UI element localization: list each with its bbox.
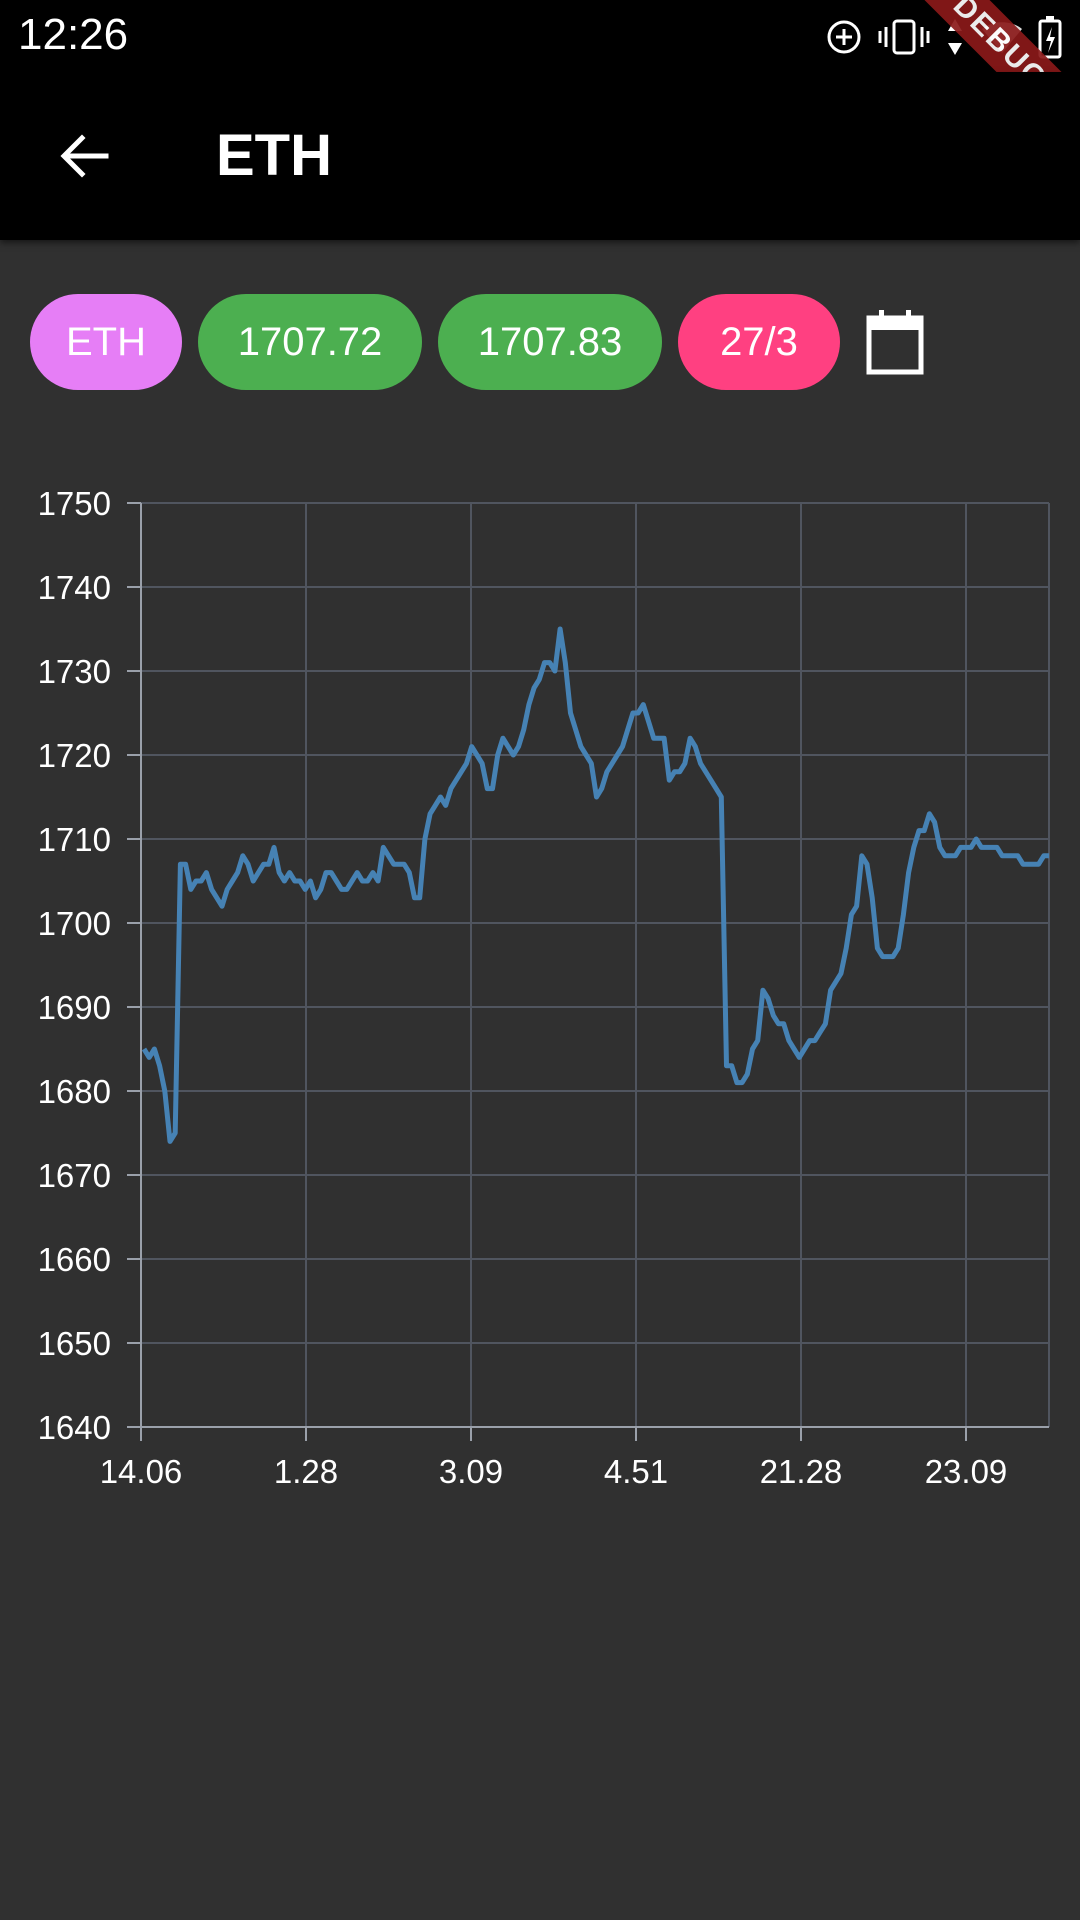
price-chip-2[interactable]: 1707.83 [438,294,662,390]
y-tick-label: 1690 [38,989,111,1026]
y-tick-label: 1750 [38,485,111,522]
price-chart: 1640 1650 1660 1670 1680 1690 1700 1710 1720 1730… [0,470,1080,1510]
x-tick-label: 23.09 [925,1453,1008,1490]
x-tick-label: 1.28 [274,1453,338,1490]
y-tick-label: 1660 [38,1241,111,1278]
symbol-chip[interactable]: ETH [30,294,182,390]
y-tick-label: 1650 [38,1325,111,1362]
x-tick-label: 14.06 [100,1453,183,1490]
y-tick-label: 1670 [38,1157,111,1194]
y-tick-label: 1710 [38,821,111,858]
y-tick-label: 1730 [38,653,111,690]
page-title: ETH [216,123,332,188]
y-tick-label: 1720 [38,737,111,774]
battery-charging-icon [1038,16,1062,59]
y-tick-label: 1740 [38,569,111,606]
y-tick-label: 1700 [38,905,111,942]
app-bar: ETH [0,72,1080,240]
status-time: 12:26 [18,10,129,59]
vibrate-icon [878,19,930,55]
x-tick-label: 21.28 [760,1453,843,1490]
chip-row: ETH 1707.72 1707.83 27/3 [30,294,930,390]
calendar-button[interactable] [860,302,930,382]
x-tick-label: 4.51 [604,1453,668,1490]
y-tick-label: 1640 [38,1409,111,1446]
calendar-icon [866,310,924,375]
line-chart: 1640 1650 1660 1670 1680 1690 1700 1710 1720 1730… [38,485,1050,1490]
arrow-back-icon [60,134,109,178]
status-bar: 12:26 DEBUG [0,0,1080,166]
y-tick-label: 1680 [38,1073,111,1110]
x-tick-label: 3.09 [439,1453,503,1490]
date-chip[interactable]: 27/3 [678,294,840,390]
sync-icon [827,20,861,54]
price-chip-1[interactable]: 1707.72 [198,294,422,390]
back-button[interactable] [40,112,128,200]
price-series-line [141,626,1049,1144]
